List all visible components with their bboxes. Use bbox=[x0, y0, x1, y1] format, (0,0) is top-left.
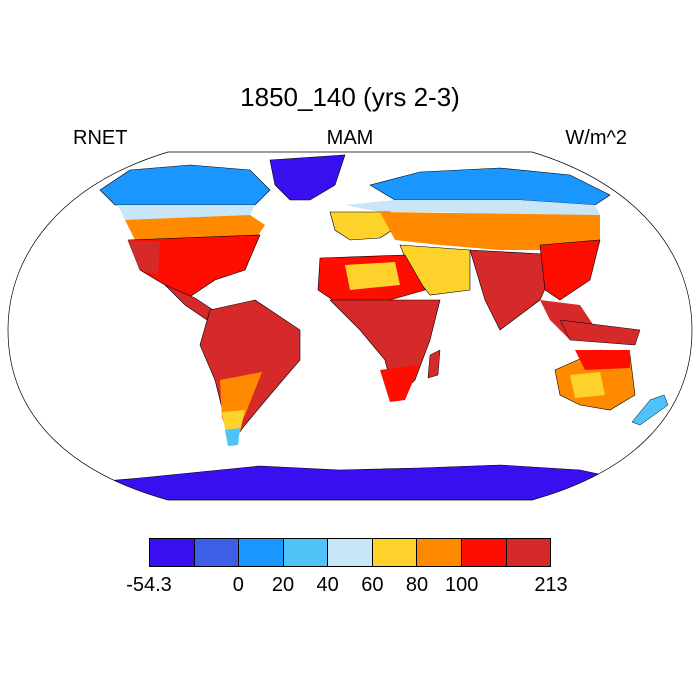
eurasia-arctic bbox=[369, 167, 611, 206]
colorbar-swatch bbox=[372, 539, 418, 566]
colorbar-tick-label: 40 bbox=[316, 574, 339, 596]
north-america-usa bbox=[127, 234, 261, 301]
globe-outline bbox=[7, 151, 693, 501]
colorbar-swatch bbox=[328, 539, 373, 566]
australia-interior bbox=[570, 372, 605, 398]
colorbar-swatch bbox=[417, 539, 462, 566]
colorbar-swatch bbox=[506, 539, 551, 566]
colorbar-swatch bbox=[194, 539, 240, 566]
variable-label: RNET bbox=[73, 127, 128, 149]
africa-south bbox=[380, 365, 420, 402]
north-america-arctic bbox=[99, 164, 271, 206]
africa-desert-core bbox=[345, 262, 400, 290]
colorbar-swatch bbox=[150, 539, 195, 566]
maritime-continent bbox=[559, 319, 641, 346]
colorbar-tick-label: 100 bbox=[444, 574, 479, 596]
colorbar-tick-label: 20 bbox=[271, 574, 295, 596]
south-america-patagonia bbox=[225, 428, 240, 446]
new-zealand bbox=[631, 394, 669, 426]
greenland-region bbox=[269, 154, 346, 201]
madagascar bbox=[427, 349, 441, 379]
colorbar-tick-label: 213 bbox=[534, 574, 568, 596]
plot-title: 1850_140 (yrs 2-3) bbox=[240, 82, 460, 112]
colorbar-swatch bbox=[461, 539, 507, 566]
colorbar-tick-label: 60 bbox=[361, 574, 384, 596]
east-asia bbox=[539, 239, 601, 301]
europe bbox=[329, 211, 401, 241]
units-label: W/m^2 bbox=[565, 127, 627, 149]
north-america-west bbox=[128, 240, 160, 275]
colorbar bbox=[149, 538, 551, 567]
antarctica bbox=[39, 464, 661, 500]
australia-north bbox=[575, 350, 630, 370]
colorbar-tick-label: 0 bbox=[232, 574, 244, 596]
season-label: MAM bbox=[326, 127, 374, 149]
colorbar-swatch bbox=[283, 539, 329, 566]
eurasia-temperate bbox=[380, 212, 600, 250]
colorbar-tick-label: 80 bbox=[405, 574, 429, 596]
colorbar-swatch bbox=[239, 539, 284, 566]
south-america bbox=[199, 299, 301, 446]
colorbar-tick-label: -54.3 bbox=[126, 574, 172, 596]
eurasia-subarctic bbox=[345, 200, 600, 215]
